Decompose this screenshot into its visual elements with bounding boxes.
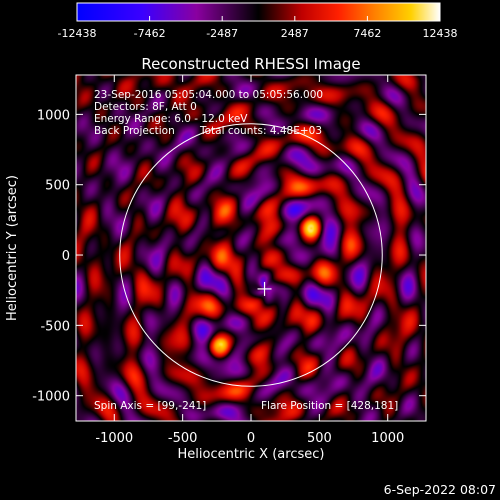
spin-axis-marker xyxy=(257,281,272,296)
solar-limb-circle xyxy=(119,123,383,387)
y-axis-label: Heliocentric Y (arcsec) xyxy=(5,175,20,321)
colorbar: -12438 -7462 -2487 2487 7462 12438 xyxy=(58,2,458,40)
y-tick-label: 0 xyxy=(62,249,70,264)
x-axis-label: Heliocentric X (arcsec) xyxy=(178,447,325,462)
y-tick-label: 500 xyxy=(45,179,70,194)
x-tick-label: 1000 xyxy=(371,431,404,446)
chart-title: Reconstructed RHESSI Image xyxy=(141,55,360,73)
x-axis-ticks: -1000 -500 0 500 1000 xyxy=(95,75,404,446)
x-tick-label: 0 xyxy=(247,431,255,446)
colorbar-ticks: -12438 -7462 -2487 2487 7462 12438 xyxy=(58,16,458,40)
y-axis-ticks: -1000 -500 0 500 1000 xyxy=(32,108,426,405)
energy-range-text: Energy Range: 6.0 - 12.0 keV xyxy=(94,113,248,125)
x-tick-label: -500 xyxy=(168,431,198,446)
y-tick-label: -500 xyxy=(40,319,70,334)
colorbar-tick-label: -12438 xyxy=(58,27,97,40)
flare-position-text: Flare Position = [428,181] xyxy=(261,400,398,412)
colorbar-tick-label: 7462 xyxy=(353,27,381,40)
annotations: 23-Sep-2016 05:05:04.000 to 05:05:56.000… xyxy=(94,89,398,412)
colorbar-gradient xyxy=(76,2,441,22)
total-counts-text: Total counts: 4.48E+03 xyxy=(199,125,322,137)
colorbar-tick-label: -7462 xyxy=(134,27,166,40)
detectors-text: Detectors: 8F, Att 0 xyxy=(94,101,197,113)
x-tick-label: 500 xyxy=(307,431,332,446)
x-tick-label: -1000 xyxy=(95,431,133,446)
y-tick-label: -1000 xyxy=(32,390,70,405)
colorbar-tick-label: 2487 xyxy=(281,27,309,40)
colorbar-tick-label: -2487 xyxy=(206,27,238,40)
time-range-text: 23-Sep-2016 05:05:04.000 to 05:05:56.000 xyxy=(94,89,323,101)
footer-timestamp: 6-Sep-2022 08:07 xyxy=(384,482,496,497)
method-text: Back Projection xyxy=(94,125,175,137)
colorbar-tick-label: 12438 xyxy=(423,27,458,40)
heatmap-image xyxy=(76,75,426,421)
y-tick-label: 1000 xyxy=(37,108,70,123)
spin-axis-text: Spin Axis = [99,-241] xyxy=(94,400,206,412)
